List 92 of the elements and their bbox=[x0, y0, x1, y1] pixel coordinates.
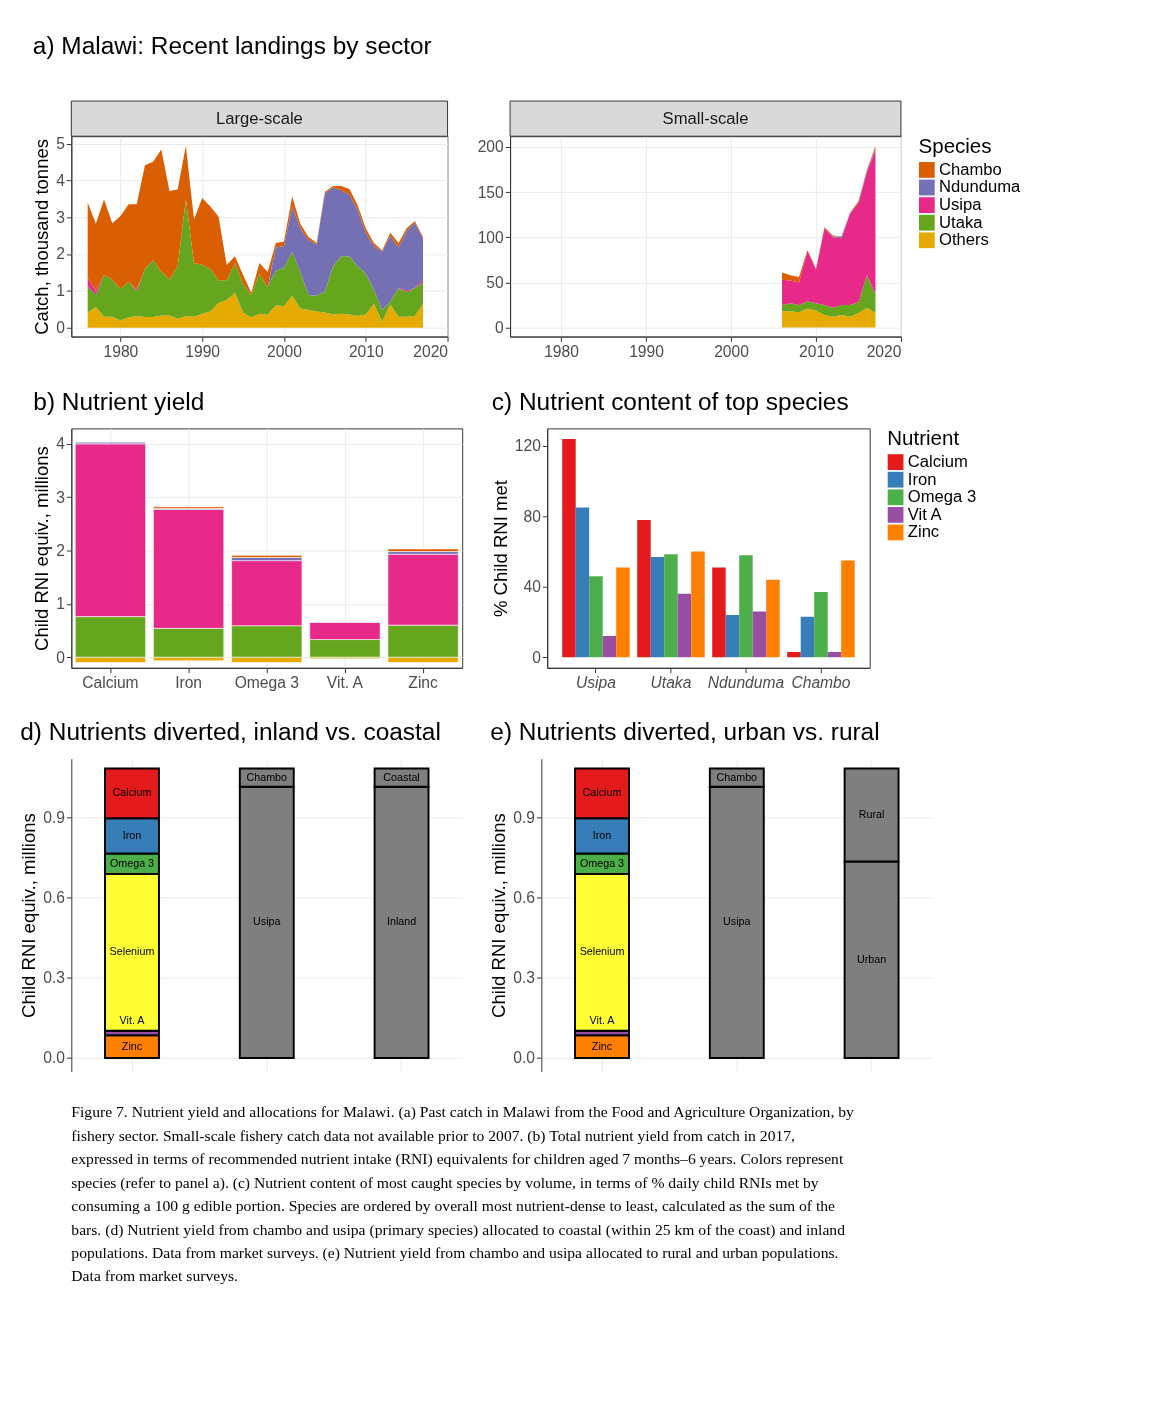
chart-subtitle: Large-scale bbox=[216, 108, 303, 128]
legend-label: Utaka bbox=[939, 212, 984, 232]
y-tick-label: 200 bbox=[477, 138, 505, 156]
series-label: Inland bbox=[386, 915, 417, 928]
legend-label: Zinc bbox=[907, 522, 940, 542]
y-tick-label: 0.6 bbox=[513, 889, 535, 907]
series-label: Coastal bbox=[383, 770, 420, 783]
x-tick-label: Ndunduma bbox=[707, 673, 785, 691]
chart-title: b) Nutrient yield bbox=[33, 387, 205, 415]
y-tick-label: 3 bbox=[56, 208, 65, 226]
y-tick-label: 4 bbox=[56, 435, 66, 453]
series-label: Urban bbox=[856, 952, 887, 965]
y-tick-label: 120 bbox=[514, 437, 542, 455]
y-tick-label: 5 bbox=[56, 134, 66, 152]
y-tick-label: 2 bbox=[56, 541, 65, 559]
x-tick-label: Omega 3 bbox=[234, 673, 299, 691]
legend-label: Ndunduma bbox=[939, 177, 1022, 197]
y-tick-label: 0 bbox=[56, 648, 66, 666]
x-tick-label: Calcium bbox=[82, 673, 139, 691]
y-tick-label: 50 bbox=[486, 273, 505, 291]
series-label: Selenium bbox=[579, 945, 625, 958]
legend-label: Vit A bbox=[907, 504, 943, 524]
chart-title: a) Malawi: Recent landings by sector bbox=[32, 32, 432, 60]
chart-title: c) Nutrient content of top species bbox=[491, 387, 849, 415]
series-label: Calcium bbox=[112, 786, 152, 799]
x-tick-label: 2020 bbox=[413, 342, 449, 360]
series-label: Usipa bbox=[723, 915, 751, 928]
legend-label: Others bbox=[939, 230, 989, 250]
x-tick-label: 2010 bbox=[799, 342, 835, 360]
chart-title: e) Nutrients diverted, urban vs. rural bbox=[490, 718, 880, 746]
x-tick-label: 1980 bbox=[544, 342, 580, 360]
x-tick-label: Vit. A bbox=[326, 673, 364, 691]
legend-label: Calcium bbox=[907, 452, 968, 471]
y-tick-label: 2 bbox=[56, 245, 65, 263]
y-tick-label: 40 bbox=[523, 578, 542, 596]
x-tick-label: Zinc bbox=[408, 673, 439, 691]
y-tick-label: 0.9 bbox=[513, 808, 535, 826]
y-tick-label: 0.6 bbox=[43, 889, 65, 907]
series-label: Usipa bbox=[253, 915, 281, 928]
y-axis-title: % Child RNI met bbox=[489, 479, 511, 618]
series-label: Vit. A bbox=[119, 1014, 146, 1027]
y-tick-label: 0.3 bbox=[43, 969, 65, 987]
series-label: Zinc bbox=[591, 1039, 613, 1052]
y-axis-title: Child RNI equiv., millions bbox=[18, 813, 40, 1018]
y-axis-title: Child RNI equiv., millions bbox=[488, 813, 510, 1018]
y-tick-label: 0 bbox=[495, 318, 505, 336]
series-label: Vit. A bbox=[589, 1014, 616, 1027]
y-axis-title: Catch, thousand tonnes bbox=[31, 138, 53, 335]
legend-title: Nutrient bbox=[887, 426, 960, 450]
y-tick-label: 0.3 bbox=[513, 969, 535, 987]
x-tick-label: Usipa bbox=[575, 673, 617, 691]
y-tick-label: 0.9 bbox=[43, 808, 65, 826]
caption: Figure 7. Nutrient yield and allocations for Malawi. (a) Past catch in Malawi from the Food and Agriculture Organization, by fishery sector. Small-scale fishery catch data not available prior to 2007. (b) Total nutrient yield from catch in 2017, expressed in terms of recommended nutrient intake (RNI) equivalents for children aged 7 months–6 years. Colors represent species (refer to panel a). (c) Nutrient content of most caught species by volume, in terms of % daily child RNIs met by consuming a 100 g edible portion. Species are ordered by overall most nutrient-dense to least, calculated as the sum of the bars. (d) Nutrient yield from chambo and usipa (primary species) allocated to coastal (within 25 km of the coast) and inland populations. Data from market surveys. (e) Nutrient yield from chambo and usipa allocated to rural and urban populations. Data from market surveys. bbox=[71, 1103, 855, 1285]
series-label: Calcium bbox=[582, 786, 622, 799]
x-tick-label: Chambo bbox=[791, 673, 851, 691]
series-label: Chambo bbox=[716, 770, 758, 783]
y-tick-label: 0 bbox=[56, 319, 66, 337]
chart-subtitle: Small-scale bbox=[662, 108, 749, 128]
y-tick-label: 0 bbox=[532, 648, 542, 666]
x-tick-label: 1980 bbox=[103, 342, 139, 360]
x-tick-label: 2000 bbox=[714, 342, 750, 360]
x-tick-label: Iron bbox=[175, 673, 203, 691]
y-tick-label: 0.0 bbox=[513, 1049, 536, 1067]
series-label: Zinc bbox=[121, 1039, 143, 1052]
chart-title: d) Nutrients diverted, inland vs. coastal bbox=[20, 718, 441, 746]
y-tick-label: 4 bbox=[56, 171, 66, 189]
legend-label: Usipa bbox=[939, 195, 983, 214]
y-tick-label: 100 bbox=[477, 228, 505, 246]
x-tick-label: 2010 bbox=[348, 342, 384, 360]
y-tick-label: 150 bbox=[477, 183, 505, 201]
x-tick-label: 2020 bbox=[866, 342, 902, 360]
x-tick-label: Utaka bbox=[650, 673, 692, 691]
legend-label: Iron bbox=[907, 469, 937, 489]
legend-label: Omega 3 bbox=[907, 487, 977, 507]
x-tick-label: 1990 bbox=[185, 342, 221, 360]
x-tick-label: 1990 bbox=[629, 342, 665, 360]
legend-title: Species bbox=[918, 133, 992, 157]
y-axis-title: Child RNI equiv., millions bbox=[31, 446, 53, 651]
y-tick-label: 1 bbox=[56, 595, 65, 613]
series-label: Rural bbox=[858, 808, 885, 821]
series-label: Selenium bbox=[109, 945, 155, 958]
series-label: Omega 3 bbox=[109, 856, 155, 869]
series-label: Iron bbox=[122, 828, 142, 841]
legend-label: Chambo bbox=[939, 159, 1002, 179]
y-tick-label: 0.0 bbox=[43, 1049, 66, 1067]
y-tick-label: 80 bbox=[523, 507, 542, 525]
x-tick-label: 2000 bbox=[267, 342, 303, 360]
y-tick-label: 3 bbox=[56, 488, 65, 506]
y-tick-label: 1 bbox=[56, 282, 65, 300]
series-label: Chambo bbox=[246, 770, 288, 783]
series-label: Omega 3 bbox=[579, 856, 625, 869]
series-label: Iron bbox=[592, 828, 612, 841]
